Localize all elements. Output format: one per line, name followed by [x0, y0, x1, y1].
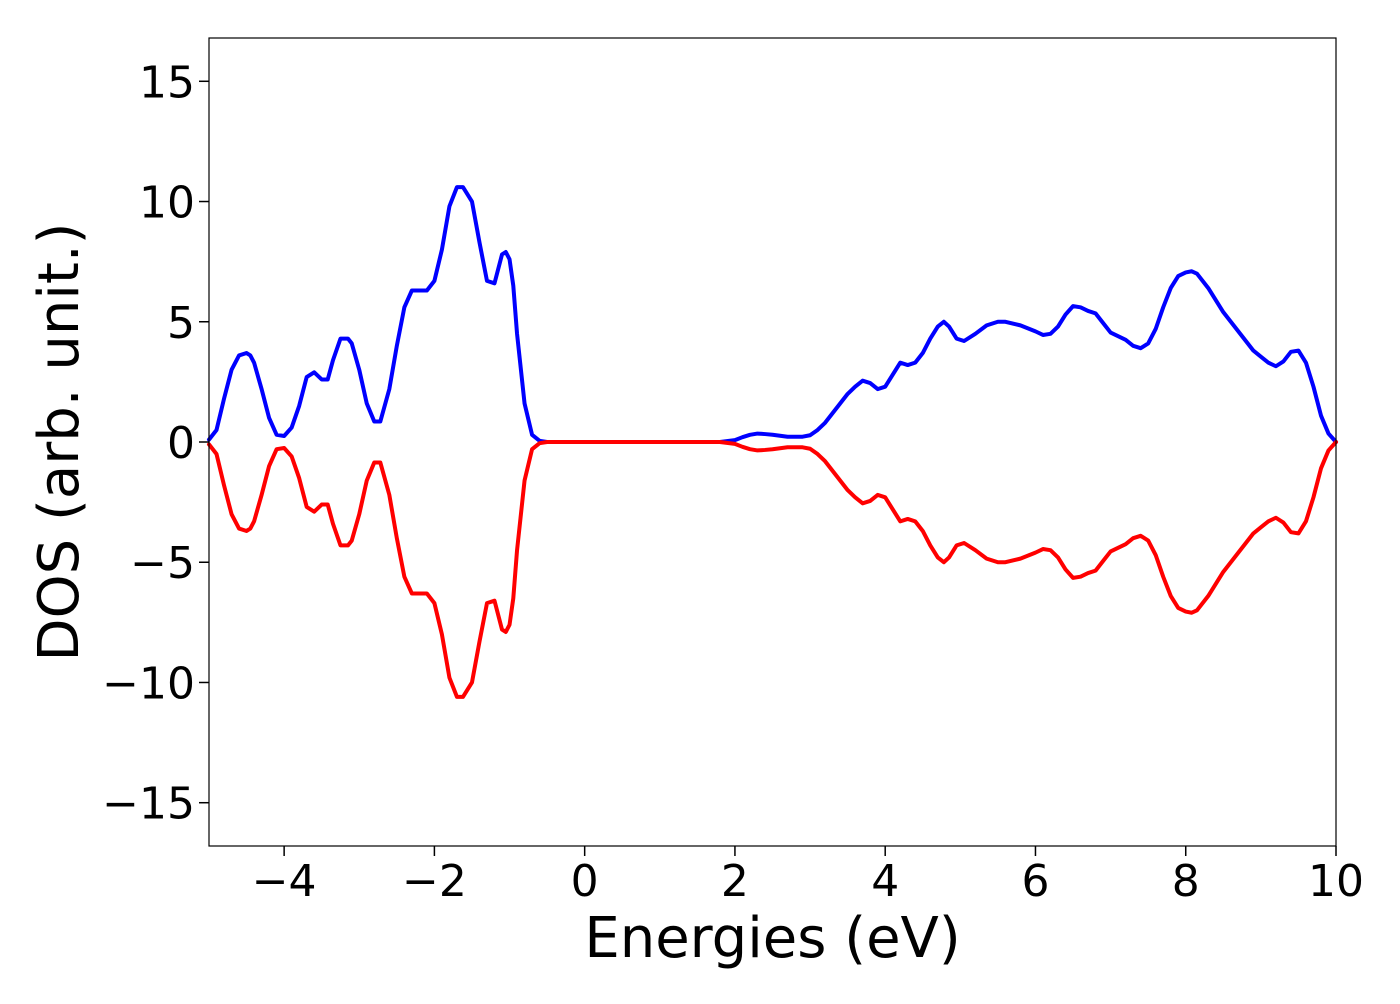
- x-axis-ticks: −4 −2 0 2 4 6 8 10: [252, 846, 1364, 907]
- y-tick-label: 15: [139, 57, 195, 108]
- y-tick-label: −5: [130, 538, 195, 589]
- x-axis-title: Energies (eV): [584, 906, 960, 971]
- x-tick-label: 2: [721, 856, 749, 907]
- y-axis-ticks: −15 −10 −5 0 5 10 15: [102, 57, 209, 830]
- x-tick-label: −4: [252, 856, 317, 907]
- series-line-1: [207, 440, 1338, 699]
- series-layer: [207, 185, 1338, 699]
- y-tick-label: 10: [139, 178, 195, 229]
- y-tick-label: 5: [167, 298, 195, 349]
- x-tick-label: 10: [1308, 856, 1364, 907]
- y-tick-label: −10: [102, 658, 195, 709]
- y-tick-label: −15: [102, 779, 195, 830]
- x-tick-label: 0: [571, 856, 599, 907]
- x-tick-label: 6: [1021, 856, 1049, 907]
- series-line-0: [207, 185, 1338, 444]
- x-tick-label: 4: [871, 856, 899, 907]
- y-tick-label: 0: [167, 418, 195, 469]
- x-tick-label: −2: [402, 856, 467, 907]
- x-tick-label: 8: [1172, 856, 1200, 907]
- y-axis-title: DOS (arb. unit.): [27, 222, 92, 661]
- plot-frame: [208, 37, 1337, 847]
